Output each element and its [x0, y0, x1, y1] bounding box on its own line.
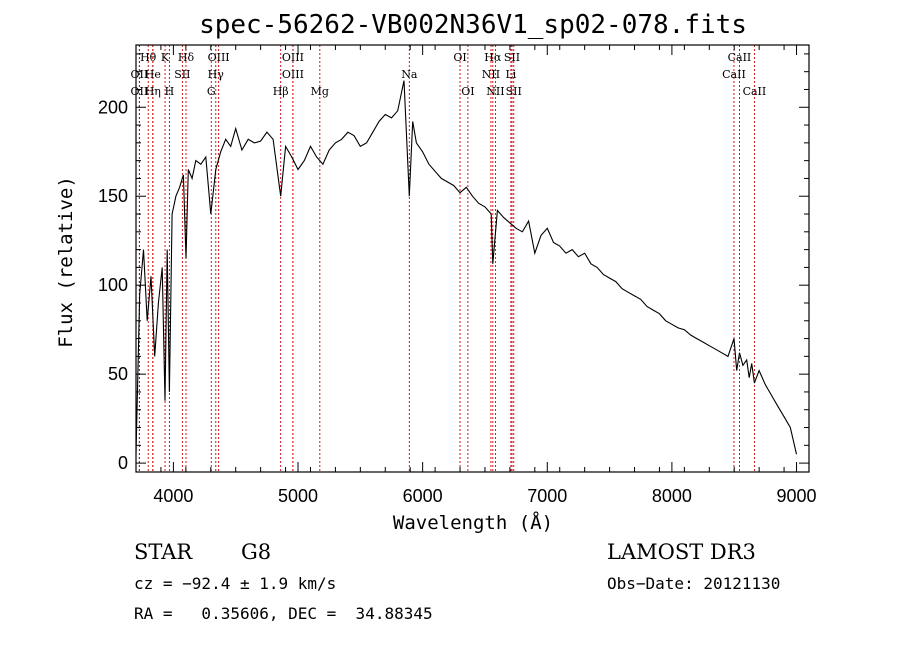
spectral-line-label: OIII [282, 51, 304, 64]
plot-frame [135, 44, 810, 473]
spectral-line-label: G [207, 85, 216, 98]
spectral-line-label: Hα [484, 51, 502, 64]
object-subclass: G8 [241, 540, 272, 564]
spectral-line-label: SII [174, 68, 190, 81]
y-tick-label: 100 [98, 275, 128, 295]
x-tick-label: 4000 [153, 486, 193, 506]
spectral-line-label: CaII [722, 68, 746, 81]
spectral-line-label: OI [453, 51, 466, 64]
y-tick-label: 200 [98, 97, 128, 117]
axis-ticks: 4000 5000 6000 7000 8000 9000 0 50 100 150 200 [98, 45, 817, 506]
flux-line [135, 80, 798, 455]
spectral-line-label: OIII [282, 68, 304, 81]
spectral-line-label: Hθ [140, 51, 157, 64]
spectral-line-label: Na [401, 68, 418, 81]
spectral-line-label: Hη [145, 85, 161, 98]
spectral-line-label: Hβ [273, 85, 289, 98]
observation-date: Obs−Date: 20121130 [607, 574, 781, 593]
chart-title: spec-56262-VB002N36V1_sp02-078.fits [199, 10, 747, 40]
x-axis-label: Wavelength (Å) [393, 511, 553, 534]
x-tick-label: 6000 [403, 486, 443, 506]
object-class: STAR [134, 540, 193, 564]
spectral-line-markers [138, 45, 755, 472]
x-tick-label: 9000 [777, 486, 817, 506]
spectral-line-label: OI [461, 85, 474, 98]
spectral-line-label: OII [131, 68, 149, 81]
y-tick-label: 50 [108, 364, 128, 384]
spectral-line-label: NII [486, 85, 504, 98]
x-tick-label: 8000 [652, 486, 692, 506]
spectral-line-label: SII [504, 51, 520, 64]
spectral-line-label: OII [131, 85, 149, 98]
y-axis-label: Flux (relative) [55, 176, 77, 348]
spectral-line-label: Hδ [178, 51, 195, 64]
spectral-line-label: H [165, 85, 175, 98]
spectral-line-label: OIII [208, 51, 230, 64]
spectral-line-label: Mg [311, 85, 329, 98]
spectral-line-label: Li [505, 68, 516, 81]
spectral-line-label: CaII [728, 51, 752, 64]
spectral-line-label: He [145, 68, 161, 81]
x-tick-label: 7000 [527, 486, 567, 506]
spectral-line-label: K [161, 51, 170, 64]
y-tick-label: 150 [98, 186, 128, 206]
spectral-line-label: NII [482, 68, 500, 81]
survey-name: LAMOST DR3 [607, 540, 756, 564]
coordinates: RA = 0.35606, DEC = 34.88345 [134, 604, 433, 623]
y-tick-label: 0 [118, 453, 128, 473]
spectral-line-label: CaII [743, 85, 767, 98]
spectral-line-label: Hγ [208, 68, 225, 81]
redshift-info: cz = −92.4 ± 1.9 km/s [134, 574, 337, 593]
spectral-line-label: SII [506, 85, 522, 98]
x-tick-label: 5000 [278, 486, 318, 506]
